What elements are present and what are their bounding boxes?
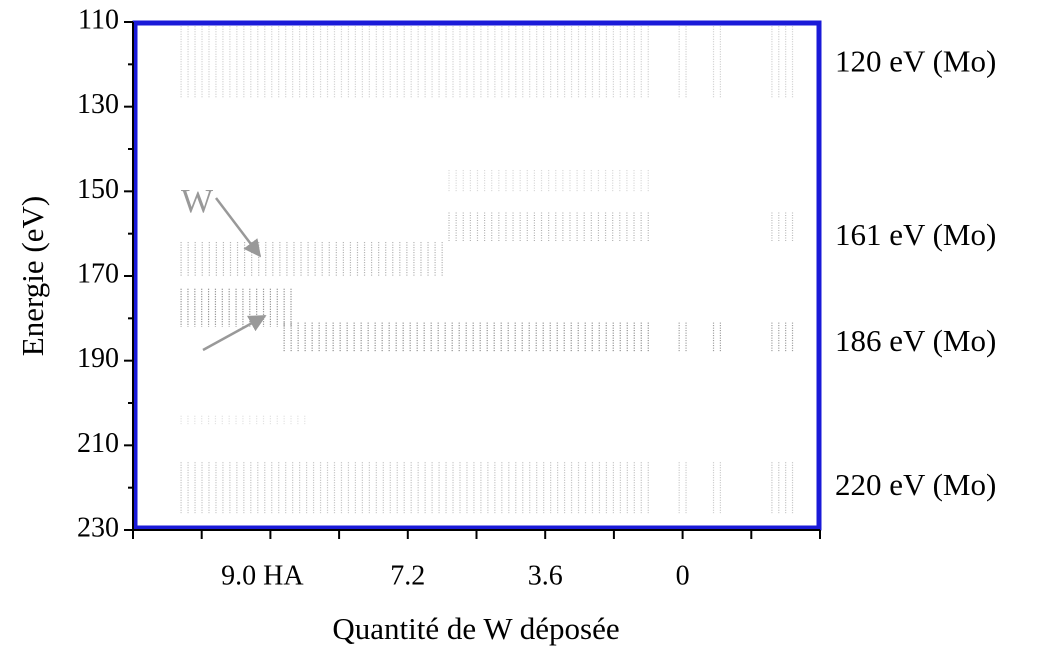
y-axis-label: Energie (eV) (15, 196, 50, 356)
right-label: 161 eV (Mo) (835, 217, 996, 252)
band (180, 462, 649, 514)
x-tick-label: 9.0 HA (221, 560, 304, 591)
band (712, 322, 721, 353)
band (712, 26, 721, 99)
y-tick-label: 170 (77, 258, 119, 289)
annotation: W (181, 183, 214, 220)
band (712, 462, 721, 514)
y-tick-label: 230 (77, 512, 119, 543)
right-label: 186 eV (Mo) (835, 323, 996, 358)
y-tick-label: 130 (77, 89, 119, 120)
y-tick-label: 110 (78, 4, 119, 35)
plot-area (180, 26, 794, 514)
y-tick-label: 190 (77, 343, 119, 374)
annotation-arrow (215, 197, 262, 258)
y-tick-label: 150 (77, 174, 119, 205)
band (283, 322, 649, 353)
right-label: 220 eV (Mo) (835, 467, 996, 502)
band (678, 462, 687, 514)
band (180, 242, 443, 276)
y-tick-label: 210 (77, 428, 119, 459)
right-label: 120 eV (Mo) (835, 43, 996, 78)
band (771, 26, 794, 99)
band (771, 462, 794, 514)
band (678, 26, 687, 99)
band (180, 415, 306, 425)
x-tick-label: 3.6 (528, 560, 563, 591)
plot-frame (132, 20, 822, 531)
band (448, 170, 649, 192)
band (448, 212, 649, 243)
band (771, 322, 794, 353)
x-axis-label: Quantité de W déposée (332, 611, 619, 646)
x-tick-label: 0 (676, 560, 690, 591)
x-tick-label: 7.2 (390, 560, 425, 591)
band (771, 212, 794, 243)
annotation-arrow (202, 314, 267, 352)
band (678, 322, 687, 353)
band (180, 288, 292, 327)
band (180, 26, 649, 99)
